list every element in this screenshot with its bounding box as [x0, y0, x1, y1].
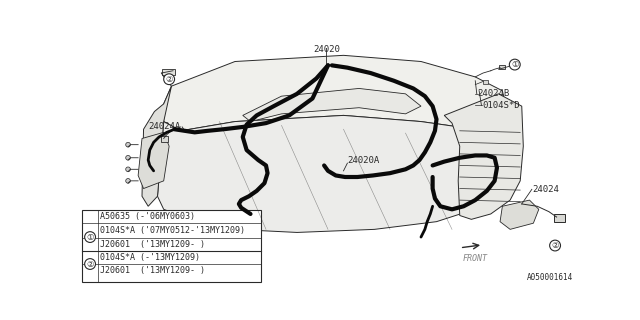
FancyBboxPatch shape	[83, 210, 260, 282]
Text: 24020: 24020	[313, 44, 340, 53]
Circle shape	[125, 179, 131, 183]
FancyBboxPatch shape	[483, 80, 488, 84]
Polygon shape	[157, 116, 476, 232]
Circle shape	[125, 142, 131, 147]
Text: 0104S*D: 0104S*D	[482, 101, 520, 110]
Text: 24024A: 24024A	[148, 123, 180, 132]
Circle shape	[84, 232, 95, 243]
Circle shape	[550, 240, 561, 251]
Text: 24024B: 24024B	[477, 89, 510, 98]
Text: J20601  ('13MY1209- ): J20601 ('13MY1209- )	[100, 266, 205, 275]
Polygon shape	[500, 200, 539, 229]
Text: ②: ②	[86, 260, 94, 268]
Circle shape	[125, 167, 131, 172]
Polygon shape	[243, 88, 421, 122]
FancyBboxPatch shape	[554, 214, 565, 222]
Text: 24020A: 24020A	[348, 156, 380, 165]
Text: 0104S*A ('07MY0512-'13MY1209): 0104S*A ('07MY0512-'13MY1209)	[100, 226, 245, 235]
Text: J20601  ('13MY1209- ): J20601 ('13MY1209- )	[100, 240, 205, 249]
FancyBboxPatch shape	[499, 65, 505, 69]
Text: ②: ②	[165, 75, 173, 84]
Circle shape	[125, 156, 131, 160]
Text: ①: ①	[86, 233, 94, 242]
FancyBboxPatch shape	[162, 69, 175, 75]
Text: A50635 (-'06MY0603): A50635 (-'06MY0603)	[100, 212, 195, 221]
Polygon shape	[444, 94, 524, 219]
Text: FRONT: FRONT	[463, 254, 488, 263]
Polygon shape	[138, 132, 169, 188]
FancyBboxPatch shape	[161, 136, 168, 141]
Polygon shape	[164, 55, 506, 131]
Text: 0104S*A (-'13MY1209): 0104S*A (-'13MY1209)	[100, 253, 200, 262]
Polygon shape	[142, 86, 172, 206]
Circle shape	[164, 74, 175, 84]
Text: ①: ①	[511, 60, 518, 69]
Text: A050001614: A050001614	[527, 273, 573, 282]
Circle shape	[84, 259, 95, 269]
Text: ②: ②	[551, 241, 559, 250]
Text: 24024: 24024	[532, 185, 559, 194]
Circle shape	[509, 59, 520, 70]
